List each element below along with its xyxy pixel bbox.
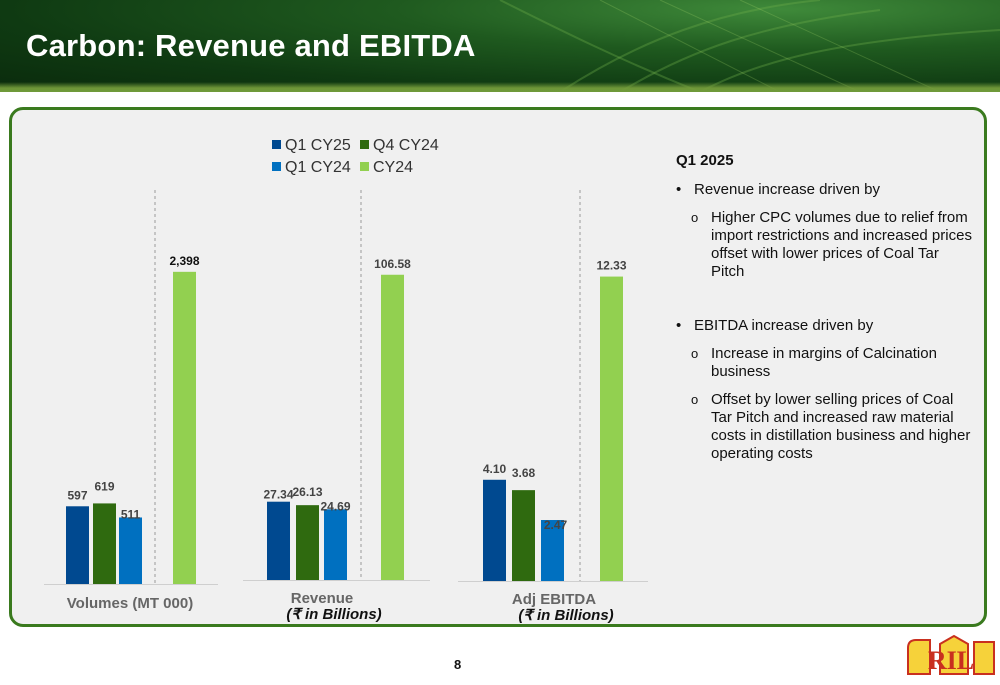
x-axis-label: Revenue <box>291 590 354 607</box>
bar <box>512 490 535 581</box>
header-decoration <box>499 0 1000 92</box>
bar <box>119 517 142 584</box>
x-axis-unit-label: (₹ in Billions) <box>286 606 381 623</box>
bar <box>381 274 404 580</box>
legend-item: Q1 CY24 <box>272 159 351 177</box>
commentary: Q1 2025 Revenue increase driven by Highe… <box>676 152 976 473</box>
data-label: 2,398 <box>169 254 199 268</box>
sub-bullet: Higher CPC volumes due to relief from im… <box>676 209 976 281</box>
x-axis-label: Volumes (MT 000) <box>67 595 193 612</box>
x-axis-unit-label: (₹ in Billions) <box>518 607 613 624</box>
bar <box>541 520 564 581</box>
data-label: 597 <box>67 488 87 502</box>
data-label: 4.10 <box>483 462 507 476</box>
legend-swatch-q1cy24 <box>272 162 281 171</box>
legend-item: Q1 CY25 <box>272 137 351 155</box>
bar <box>66 506 89 584</box>
page-title: Carbon: Revenue and EBITDA <box>26 28 476 63</box>
bar <box>600 276 623 581</box>
data-label: 12.33 <box>596 259 626 273</box>
data-label: 24.69 <box>320 499 350 513</box>
logo-text: RIL <box>928 646 974 675</box>
legend-swatch-cy24 <box>360 162 369 171</box>
data-label: 2.47 <box>544 518 568 532</box>
legend-label: Q4 CY24 <box>373 137 439 154</box>
x-axis-label: Adj EBITDA <box>512 591 596 608</box>
data-label: 27.34 <box>263 488 293 502</box>
legend-swatch-q4cy24 <box>360 140 369 149</box>
sub-bullet: Increase in margins of Calcination busin… <box>676 345 976 381</box>
legend-label: Q1 CY25 <box>285 137 351 154</box>
data-label: 3.68 <box>512 466 536 480</box>
data-label: 106.58 <box>374 257 411 271</box>
data-label: 26.13 <box>292 485 322 499</box>
sub-bullet: Offset by lower selling prices of Coal T… <box>676 391 976 463</box>
legend-label: Q1 CY24 <box>285 159 351 176</box>
data-label: 511 <box>121 507 141 521</box>
data-label: 619 <box>94 479 114 493</box>
bar <box>296 505 319 580</box>
slide-header: Carbon: Revenue and EBITDA <box>0 0 1000 92</box>
bullet-ebitda: EBITDA increase driven by <box>676 317 976 335</box>
legend-label: CY24 <box>373 159 414 176</box>
bar <box>173 271 196 584</box>
ril-logo: RIL <box>907 634 995 675</box>
page-number: 8 <box>454 657 462 672</box>
bar <box>267 501 290 580</box>
bar <box>324 509 347 580</box>
legend-item: CY24 <box>360 159 413 177</box>
commentary-heading: Q1 2025 <box>676 152 734 169</box>
bullet-revenue: Revenue increase driven by <box>676 181 976 199</box>
legend-item: Q4 CY24 <box>360 137 439 155</box>
bar <box>483 479 506 581</box>
legend-swatch-q1cy25 <box>272 140 281 149</box>
bar <box>93 503 116 584</box>
